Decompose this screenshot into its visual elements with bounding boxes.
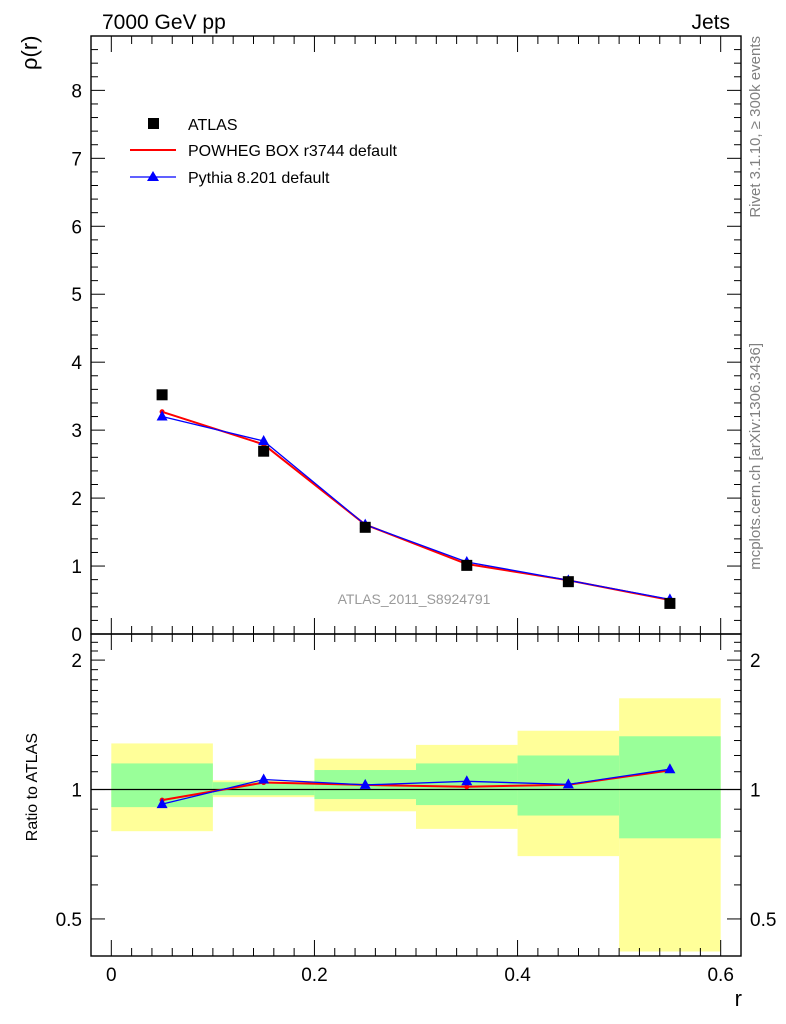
ratio-x-tick-label: 0.6	[707, 965, 733, 986]
main-y-tick-label: 0	[71, 625, 82, 646]
pythia-point	[156, 410, 168, 421]
mcplots-label: mcplots.cern.ch [arXiv:1306.3436]	[747, 343, 764, 570]
ratio-y-tick-label-right: 1	[750, 781, 761, 802]
ratio-y-tick-label-left: 0.5	[56, 910, 82, 931]
ratio-frame	[90, 633, 742, 957]
ratio-pythia-point	[664, 763, 676, 774]
legend-pythia-marker	[147, 171, 159, 181]
atlas-point	[359, 521, 371, 533]
legend-pythia-label: Pythia 8.201 default	[188, 170, 330, 187]
ratio-y-tick-label-left: 2	[71, 651, 82, 672]
main-axis-ticks	[91, 35, 741, 635]
pythia-point	[258, 435, 270, 446]
powheg-line	[161, 410, 671, 602]
atlas-point	[562, 576, 574, 588]
x-axis-title: r	[735, 986, 742, 1011]
analysis-watermark: ATLAS_2011_S8924791	[338, 591, 491, 607]
atlas-point	[664, 597, 676, 609]
main-series	[156, 389, 676, 609]
ratio-pythia-point	[359, 778, 371, 789]
main-y-tick-label: 4	[71, 353, 82, 374]
ratio-x-tick-label: 0	[106, 965, 117, 986]
ratio-y-tick-label-left: 1	[71, 781, 82, 802]
ratio-x-tick-labels: 0 0.2 0.4 0.6	[106, 965, 734, 986]
atlas-point	[461, 559, 473, 571]
ratio-pythia-point	[258, 773, 270, 784]
ratio-y-tick-labels: 0.5 0.5 1 1 2 2	[56, 651, 777, 931]
main-y-tick-label: 1	[71, 557, 82, 578]
ratio-axis-ticks	[91, 634, 741, 956]
legend-atlas-marker	[148, 118, 159, 129]
main-y-tick-label: 5	[71, 285, 82, 306]
main-y-tick-label: 8	[71, 81, 82, 102]
main-y-axis-title: ρ(r)	[17, 36, 42, 71]
ratio-x-tick-label: 0.2	[301, 965, 327, 986]
ratio-pythia-point	[461, 775, 473, 786]
ratio-y-axis-title: Ratio to ATLAS	[24, 733, 41, 841]
ratio-pythia-line	[161, 768, 671, 805]
legend-powheg-label: POWHEG BOX r3744 default	[188, 143, 398, 160]
main-y-tick-label: 7	[71, 149, 82, 170]
ratio-x-tick-label: 0.4	[504, 965, 531, 986]
ratio-pythia-point	[156, 798, 168, 809]
atlas-point	[156, 389, 168, 401]
rivet-version-label: Rivet 3.1.10, ≥ 300k events	[747, 36, 764, 218]
main-y-tick-labels: 0 1 2 3 4 5 6 7 8	[71, 81, 82, 646]
ratio-powheg-point	[464, 784, 470, 790]
energy-label: 7000 GeV pp	[102, 11, 226, 34]
pythia-line	[161, 415, 671, 600]
ratio-y-tick-label-right: 0.5	[750, 910, 776, 931]
legend-atlas-label: ATLAS	[188, 117, 238, 134]
main-y-tick-label: 6	[71, 217, 82, 238]
ratio-band-inner	[619, 736, 721, 839]
main-y-tick-label: 2	[71, 489, 82, 510]
ratio-series	[156, 763, 676, 809]
ratio-panel: 0.5 0.5 1 1 2 2 0 0.2 0.4 0.6 Ratio to ATLAS r	[24, 633, 777, 1011]
atlas-point	[258, 445, 270, 457]
main-panel: 0 1 2 3 4 5 6 7 8 ρ(r) ATLAS_2011_S8924791 ATLAS…	[17, 35, 742, 646]
ratio-pythia-point	[562, 778, 574, 789]
main-y-tick-label: 3	[71, 421, 82, 442]
process-label: Jets	[691, 11, 730, 34]
ratio-y-tick-label-right: 2	[750, 651, 761, 672]
legend: ATLAS POWHEG BOX r3744 default Pythia 8.…	[130, 117, 398, 187]
ratio-uncertainty-bands	[111, 698, 721, 952]
